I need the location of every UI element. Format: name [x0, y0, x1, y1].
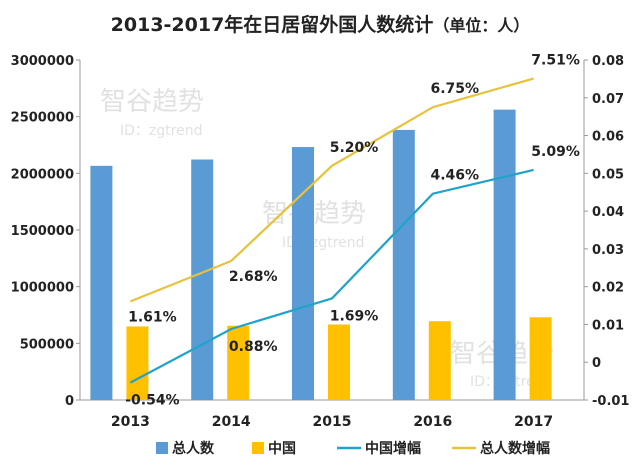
data-label-china-growth: 1.69%: [330, 308, 379, 324]
data-label-china-growth: 5.09%: [531, 144, 580, 160]
data-label-total-growth: 2.68%: [229, 269, 278, 285]
left-tick-label: 3000000: [11, 54, 74, 69]
watermark-id-1: ID：zgtrend: [120, 123, 202, 139]
watermark-brand-2: 智谷趋势: [262, 199, 366, 229]
bar-china: [428, 321, 451, 400]
bar-china: [227, 325, 250, 400]
left-tick-label: 1500000: [11, 224, 74, 239]
left-tick-label: 500000: [20, 337, 74, 352]
bar-total: [90, 165, 113, 400]
data-labels-group: -0.54% 0.88% 1.69% 4.46% 5.09% 1.61% 2.68% 5.20…: [125, 53, 580, 409]
x-tick-label: 2016: [413, 414, 452, 430]
data-label-total-growth: 5.20%: [330, 140, 379, 156]
bar-total: [493, 109, 516, 400]
bar-total: [392, 129, 415, 400]
right-tick-label: 0: [592, 356, 601, 371]
left-tick-label: 0: [65, 394, 74, 409]
legend-swatch: [252, 442, 264, 454]
right-tick-label: 0.01: [592, 318, 624, 333]
right-tick-label: 0.05: [592, 167, 624, 182]
data-label-total-growth: 7.51%: [531, 53, 580, 69]
legend-swatch: [156, 442, 168, 454]
bar-china: [126, 326, 149, 400]
legend-label: 中国增幅: [365, 440, 421, 457]
left-tick-label: 1000000: [11, 281, 74, 296]
data-label-china-growth: -0.54%: [125, 393, 179, 409]
right-tick-label: 0.08: [592, 54, 624, 69]
chart-title-unit: （单位：人）: [433, 16, 530, 35]
x-tick-label: 2013: [111, 414, 150, 430]
bars-group: [90, 109, 552, 400]
data-label-total-growth: 1.61%: [128, 309, 177, 325]
right-tick-label: 0.02: [592, 281, 624, 296]
data-label-total-growth: 6.75%: [431, 81, 480, 97]
legend-label: 总人数: [172, 440, 215, 457]
right-tick-label: 0.07: [592, 92, 624, 107]
left-tick-label: 2500000: [11, 111, 74, 126]
x-tick-label: 2015: [313, 414, 352, 430]
left-tick-label: 2000000: [11, 167, 74, 182]
right-tick-label: 0.04: [592, 205, 624, 220]
line-china-growth: [129, 168, 534, 384]
data-label-china-growth: 0.88%: [229, 339, 278, 355]
bar-china: [328, 324, 350, 400]
bar-total: [292, 147, 314, 400]
line-total-growth: [129, 77, 534, 303]
legend-label: 总人数增幅: [480, 440, 550, 457]
lines-group: [129, 77, 534, 384]
watermark-group: 智谷趋势 ID：zgtrend 智谷趋势 ID：zgtrend 智谷趋势 ID：…: [100, 87, 554, 390]
right-tick-label: 0.03: [592, 243, 624, 258]
x-tick-label: 2014: [212, 414, 251, 430]
chart-title-text: 2013-2017年在日居留外国人数统计: [110, 14, 434, 36]
x-tick-label: 2017: [514, 414, 553, 430]
right-tick-label: 0.06: [592, 130, 624, 145]
bar-china: [529, 317, 552, 400]
chart-title: 2013-2017年在日居留外国人数统计（单位：人）: [0, 10, 640, 37]
right-tick-label: -0.01: [592, 394, 629, 409]
watermark-brand-1: 智谷趋势: [100, 87, 204, 117]
legend: 总人数 中国 中国增幅 总人数增幅: [156, 440, 550, 457]
legend-label: 中国: [268, 440, 296, 457]
data-label-china-growth: 4.46%: [431, 168, 480, 184]
bar-total: [191, 159, 214, 400]
